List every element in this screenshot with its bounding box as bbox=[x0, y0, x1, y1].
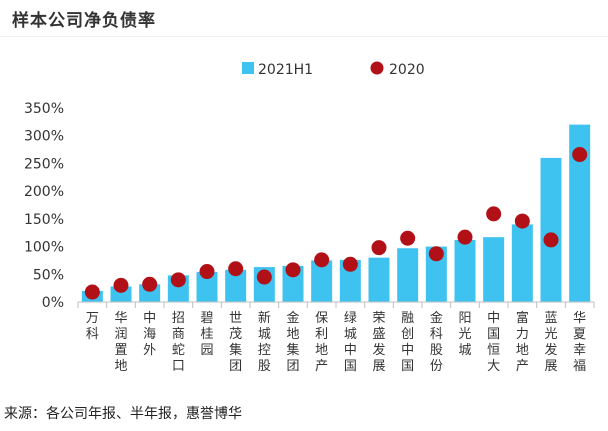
dot-point bbox=[113, 277, 129, 293]
source-note: 来源：各公司年报、半年报，惠誉博华 bbox=[4, 406, 242, 422]
dot-point bbox=[342, 256, 358, 272]
dot-point bbox=[256, 269, 272, 285]
bar bbox=[196, 272, 218, 302]
dot-point bbox=[543, 232, 559, 248]
category-label: 绿城中国 bbox=[344, 311, 357, 374]
category-label: 招商蛇口 bbox=[172, 311, 185, 374]
dot-point bbox=[142, 276, 158, 292]
category-label: 华夏幸福 bbox=[573, 311, 586, 374]
y-tick-label: 350% bbox=[24, 101, 64, 117]
bar bbox=[569, 124, 591, 302]
dot-point bbox=[572, 147, 588, 163]
category-label: 富力地产 bbox=[516, 310, 529, 374]
bar bbox=[425, 246, 447, 302]
bar bbox=[311, 260, 333, 302]
dot-point bbox=[84, 284, 100, 300]
category-label: 融创中国 bbox=[401, 311, 414, 374]
title-divider bbox=[0, 36, 608, 37]
legend-label-2021h1: 2021H1 bbox=[258, 62, 313, 78]
category-label: 新城控股 bbox=[258, 310, 271, 374]
dot-point bbox=[428, 246, 444, 262]
y-tick-label: 100% bbox=[24, 240, 64, 256]
dot-point bbox=[400, 230, 416, 246]
legend: 2021H1 2020 bbox=[242, 61, 425, 78]
y-axis: 0% 50% 100% 150% 200% 250% 300% 350% bbox=[24, 101, 64, 311]
y-tick-label: 200% bbox=[24, 184, 64, 200]
dot-point bbox=[314, 252, 330, 268]
category-label: 阳光城 bbox=[458, 311, 471, 358]
category-label: 万科 bbox=[86, 311, 99, 342]
dot-point bbox=[514, 213, 530, 229]
dot-point bbox=[285, 262, 301, 278]
bar bbox=[397, 248, 419, 302]
bar-series bbox=[81, 124, 591, 302]
y-tick-label: 150% bbox=[24, 212, 64, 228]
dot-series bbox=[84, 147, 588, 300]
bar bbox=[483, 237, 505, 302]
legend-label-2020: 2020 bbox=[389, 62, 425, 78]
y-tick-label: 0% bbox=[42, 295, 64, 311]
bar bbox=[225, 269, 247, 302]
dot-point bbox=[170, 272, 186, 288]
category-label: 蓝光发展 bbox=[544, 311, 557, 374]
category-label: 世茂集团 bbox=[229, 311, 242, 374]
category-label: 中海外 bbox=[143, 311, 156, 358]
y-tick-label: 250% bbox=[24, 156, 64, 172]
category-label: 华润置地 bbox=[114, 311, 127, 374]
category-label: 荣盛发展 bbox=[372, 311, 385, 374]
category-label: 碧桂园 bbox=[200, 311, 213, 358]
category-label: 中国恒大 bbox=[487, 311, 500, 374]
bar bbox=[368, 257, 390, 302]
dot-point bbox=[486, 206, 502, 222]
category-label: 金地集团 bbox=[286, 310, 299, 374]
bar bbox=[339, 259, 361, 302]
bar bbox=[540, 157, 562, 302]
y-tick-label: 50% bbox=[33, 267, 64, 283]
bar bbox=[511, 224, 533, 302]
legend-swatch-2020 bbox=[370, 61, 384, 75]
x-axis: 万科 华润置地 中海外 招商蛇口 碧桂园 世茂集团 新城控股 金地集团 保利地产 绿城中国 荣盛发展… bbox=[77, 301, 595, 374]
dot-point bbox=[371, 240, 387, 256]
bar bbox=[454, 239, 476, 302]
y-tick-label: 300% bbox=[24, 129, 64, 145]
dot-point bbox=[457, 229, 473, 245]
category-label: 保利地产 bbox=[315, 311, 328, 374]
dot-point bbox=[228, 261, 244, 277]
legend-swatch-2021h1 bbox=[242, 62, 254, 74]
chart-title: 样本公司净负债率 bbox=[12, 11, 156, 31]
dot-point bbox=[199, 264, 215, 280]
category-label: 金科股份 bbox=[430, 310, 443, 374]
